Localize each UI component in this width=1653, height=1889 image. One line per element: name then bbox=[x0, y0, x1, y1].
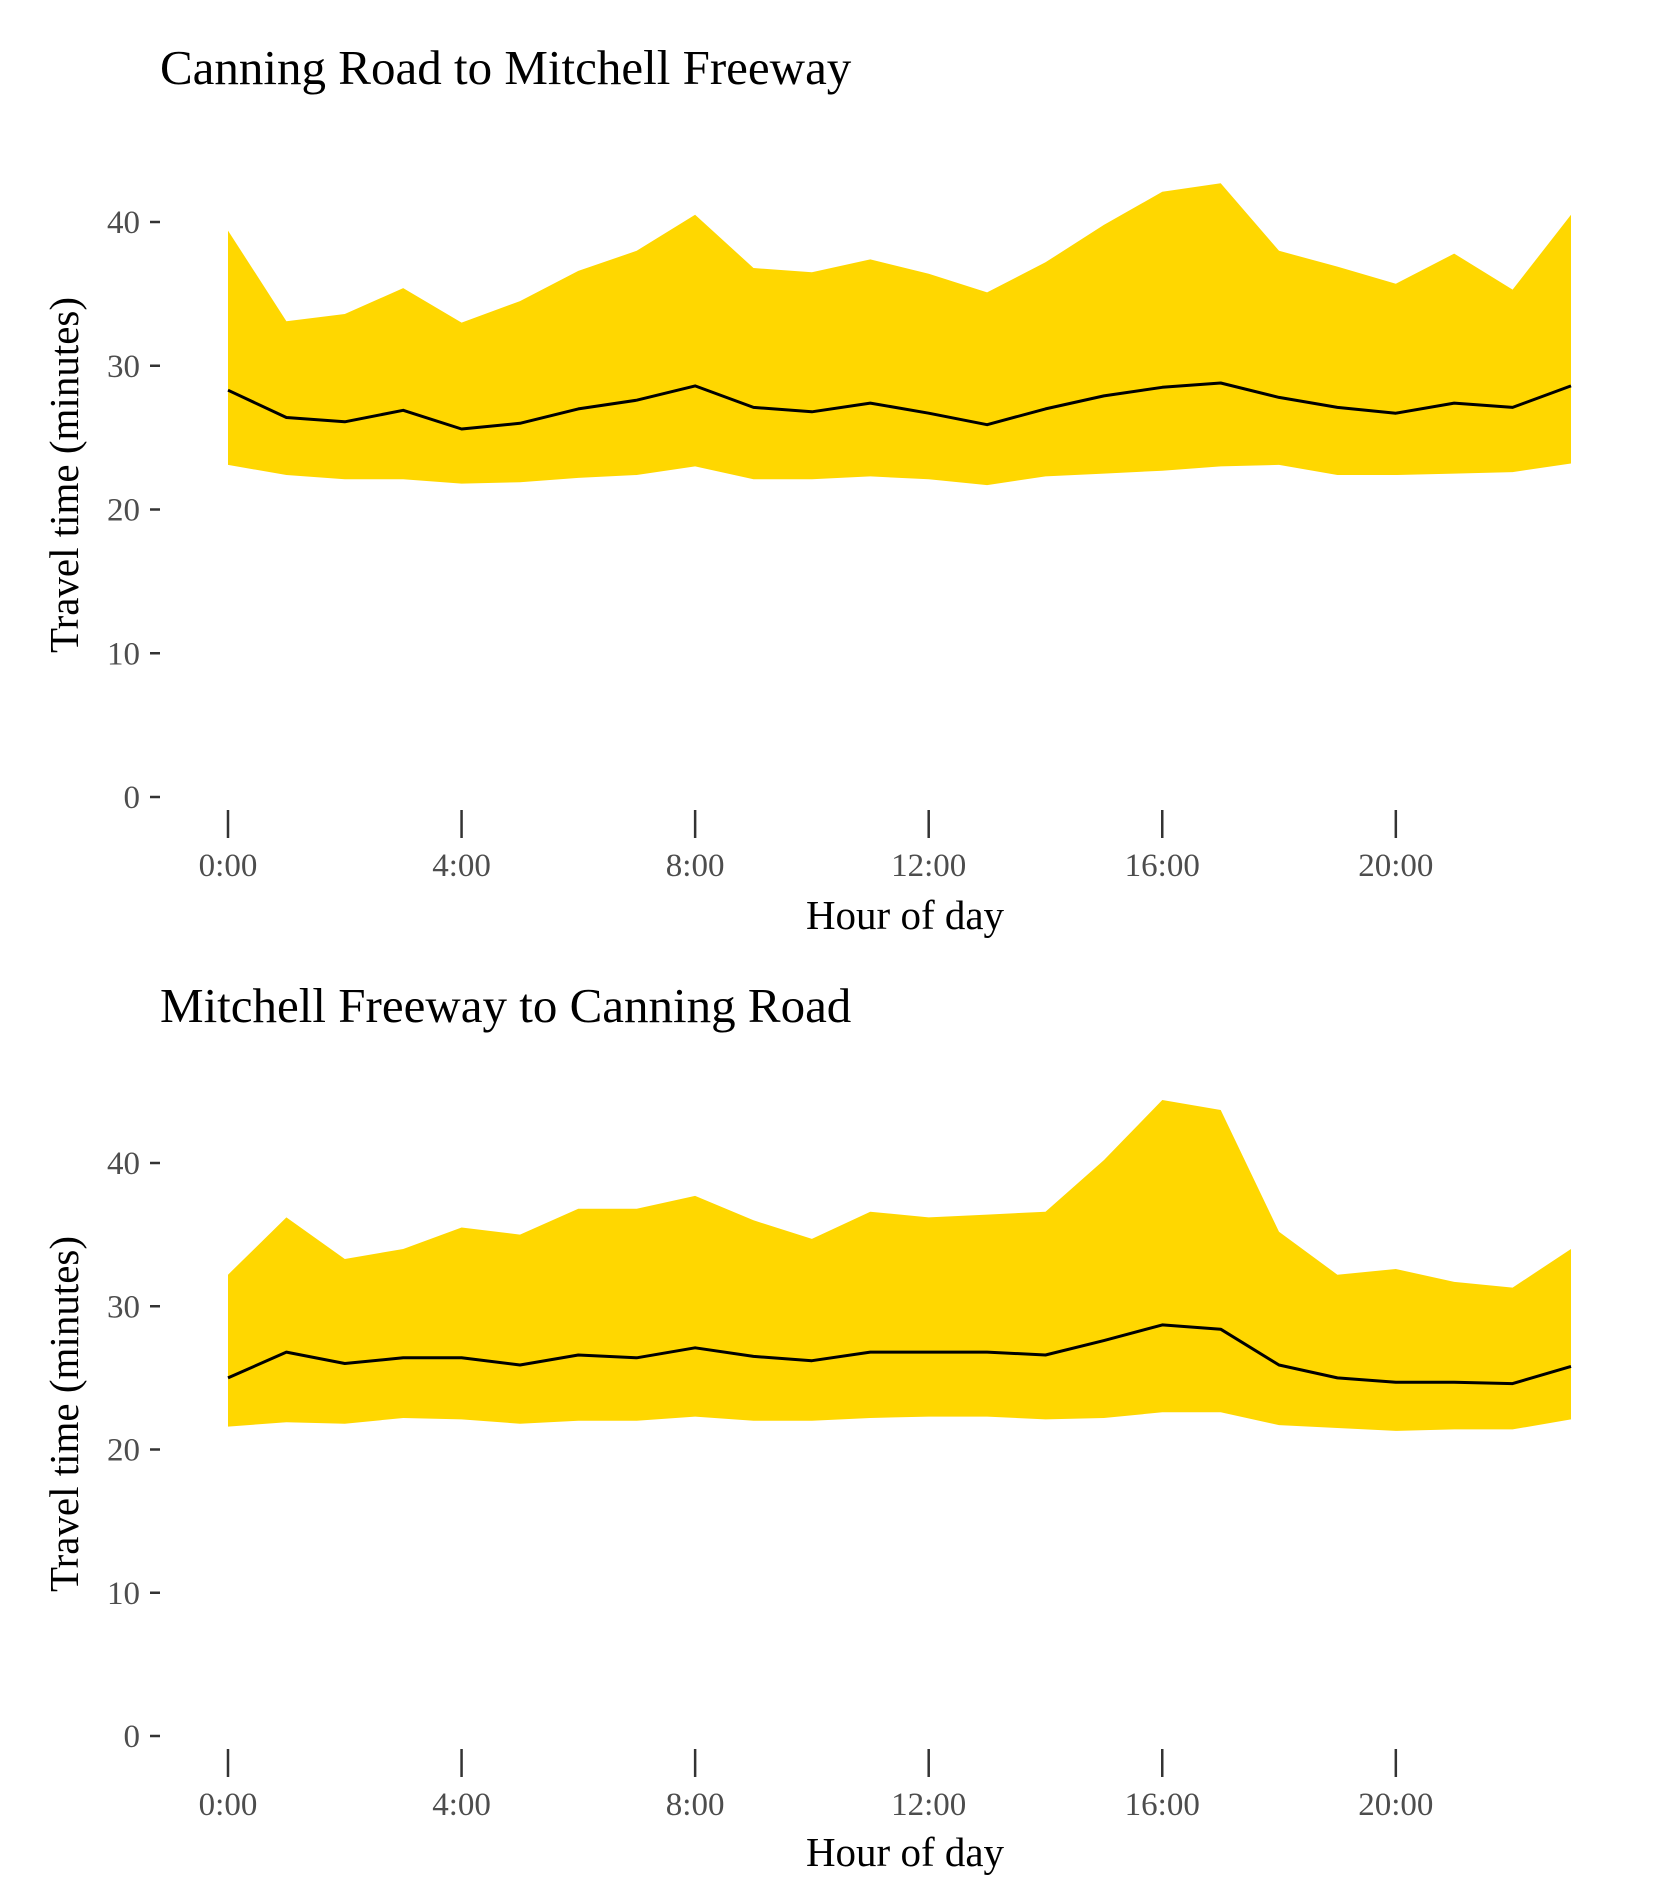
x-tick-label: 12:00 bbox=[891, 848, 966, 884]
y-tick-label: 30 bbox=[107, 349, 140, 385]
y-axis-title: Travel time (minutes) bbox=[41, 297, 87, 653]
median-line bbox=[227, 381, 1572, 431]
x-tick-label: 12:00 bbox=[891, 1787, 966, 1823]
x-tick-label: 20:00 bbox=[1358, 1787, 1433, 1823]
x-tick-label: 4:00 bbox=[432, 1787, 491, 1823]
median-line bbox=[227, 1323, 1572, 1386]
x-tick-label: 8:00 bbox=[666, 848, 725, 884]
chart-panel-top: Canning Road to Mitchell Freeway 0 10 20 30… bbox=[41, 40, 1572, 938]
y-axis: 0 10 20 30 40 bbox=[107, 1146, 160, 1755]
chart-panel-bottom: Mitchell Freeway to Canning Road 0 10 20 30… bbox=[41, 978, 1572, 1875]
y-axis: 0 10 20 30 40 bbox=[107, 205, 160, 816]
x-tick-label: 4:00 bbox=[432, 848, 491, 884]
y-tick-label: 30 bbox=[107, 1289, 140, 1325]
x-tick-label: 0:00 bbox=[199, 848, 258, 884]
x-axis-title: Hour of day bbox=[806, 892, 1005, 938]
y-tick-label: 40 bbox=[107, 1146, 140, 1182]
chart-title: Mitchell Freeway to Canning Road bbox=[160, 978, 851, 1033]
x-axis: 0:00 4:00 8:00 12:00 16:00 20:00 bbox=[199, 810, 1433, 884]
y-tick-label: 10 bbox=[107, 636, 140, 672]
chart-title: Canning Road to Mitchell Freeway bbox=[160, 40, 852, 95]
x-tick-label: 0:00 bbox=[199, 1787, 258, 1823]
x-axis: 0:00 4:00 8:00 12:00 16:00 20:00 bbox=[199, 1749, 1433, 1823]
y-tick-label: 20 bbox=[107, 493, 140, 529]
x-axis-title: Hour of day bbox=[806, 1829, 1005, 1875]
y-tick-label: 40 bbox=[107, 205, 140, 241]
y-tick-label: 0 bbox=[124, 1719, 141, 1755]
x-tick-label: 16:00 bbox=[1125, 1787, 1200, 1823]
x-tick-label: 8:00 bbox=[666, 1787, 725, 1823]
x-tick-label: 16:00 bbox=[1125, 848, 1200, 884]
x-tick-label: 20:00 bbox=[1358, 848, 1433, 884]
range-band bbox=[228, 183, 1571, 486]
y-tick-label: 10 bbox=[107, 1576, 140, 1612]
y-tick-label: 0 bbox=[124, 780, 141, 816]
range-band bbox=[228, 1100, 1571, 1431]
y-axis-title: Travel time (minutes) bbox=[41, 1236, 87, 1592]
y-tick-label: 20 bbox=[107, 1433, 140, 1469]
